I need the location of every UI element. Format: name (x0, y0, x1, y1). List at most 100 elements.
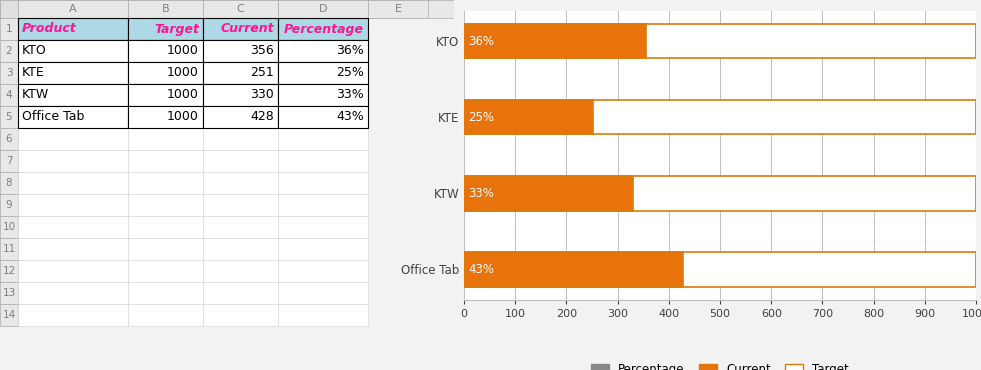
Bar (0, 106, 18, 128)
Title: Chart Title: Chart Title (673, 0, 767, 4)
Text: 1000: 1000 (167, 44, 199, 57)
Text: 2: 2 (6, 46, 13, 56)
Bar (203, 194, 278, 216)
Text: KTE: KTE (22, 67, 45, 80)
Bar (0, 18, 18, 40)
Text: 11: 11 (2, 244, 16, 254)
Bar (203, 18, 278, 40)
Text: 36%: 36% (336, 44, 364, 57)
Text: KTW: KTW (22, 88, 49, 101)
Text: 356: 356 (250, 44, 274, 57)
Bar (0, 0, 18, 18)
Bar (278, 304, 368, 326)
Bar (368, 0, 428, 18)
Bar (0, 172, 18, 194)
Bar (0, 304, 18, 326)
Text: 36%: 36% (468, 35, 494, 48)
Bar (18, 172, 128, 194)
Text: Target: Target (154, 23, 199, 36)
Bar (0, 260, 18, 282)
Bar (18, 84, 128, 106)
Text: 1000: 1000 (167, 88, 199, 101)
Text: KTO: KTO (22, 44, 47, 57)
Bar (128, 238, 203, 260)
Bar (203, 216, 278, 238)
Text: 1000: 1000 (167, 67, 199, 80)
Text: Percentage: Percentage (284, 23, 364, 36)
Text: 12: 12 (2, 266, 16, 276)
Bar (278, 128, 368, 150)
Bar (203, 62, 278, 84)
Bar (128, 40, 203, 62)
Bar (278, 62, 368, 84)
Text: 3: 3 (6, 68, 13, 78)
Bar (203, 304, 278, 326)
Text: 7: 7 (6, 156, 13, 166)
Text: 251: 251 (250, 67, 274, 80)
Bar (278, 84, 368, 106)
Bar (0, 238, 18, 260)
Bar (203, 128, 278, 150)
Bar (18, 216, 128, 238)
Bar (203, 84, 278, 106)
Bar (278, 84, 368, 106)
Bar (128, 62, 203, 84)
Bar (203, 238, 278, 260)
Text: 33%: 33% (468, 187, 494, 200)
Bar (464, 24, 646, 58)
Bar (278, 40, 368, 62)
Bar (18, 18, 128, 40)
Text: B: B (162, 4, 170, 14)
Bar (464, 176, 633, 211)
Bar (203, 40, 278, 62)
Bar (203, 0, 278, 18)
Bar (128, 84, 203, 106)
Text: D: D (319, 4, 328, 14)
Bar (203, 62, 278, 84)
Bar (128, 260, 203, 282)
Bar (278, 282, 368, 304)
Bar (18, 40, 128, 62)
Text: C: C (236, 4, 244, 14)
Bar (464, 252, 976, 287)
Bar (18, 0, 128, 18)
Text: 9: 9 (6, 200, 13, 210)
Bar (203, 106, 278, 128)
Bar (464, 24, 976, 58)
Bar (128, 304, 203, 326)
Text: 13: 13 (2, 288, 16, 298)
Text: Current: Current (221, 23, 274, 36)
Bar (278, 18, 368, 40)
Bar (464, 252, 683, 287)
Bar (278, 238, 368, 260)
Bar (203, 84, 278, 106)
Bar (128, 18, 203, 40)
Bar (128, 106, 203, 128)
Bar (0, 216, 18, 238)
Text: 4: 4 (6, 90, 13, 100)
Bar (0, 194, 18, 216)
Text: 1: 1 (6, 24, 13, 34)
Bar (18, 106, 128, 128)
Bar (0, 128, 18, 150)
Bar (278, 0, 368, 18)
Bar (278, 216, 368, 238)
Text: 25%: 25% (468, 111, 494, 124)
Bar (128, 40, 203, 62)
Bar (0, 150, 18, 172)
Bar (203, 260, 278, 282)
Text: Product: Product (22, 23, 77, 36)
Text: 43%: 43% (336, 111, 364, 124)
Bar (0, 40, 18, 62)
Bar (128, 106, 203, 128)
Bar (278, 172, 368, 194)
Text: 5: 5 (6, 112, 13, 122)
Bar (464, 100, 593, 134)
Bar (203, 40, 278, 62)
Bar (278, 194, 368, 216)
Bar (278, 150, 368, 172)
Bar (128, 18, 203, 40)
Text: 10: 10 (2, 222, 16, 232)
Text: 428: 428 (250, 111, 274, 124)
Bar (278, 40, 368, 62)
